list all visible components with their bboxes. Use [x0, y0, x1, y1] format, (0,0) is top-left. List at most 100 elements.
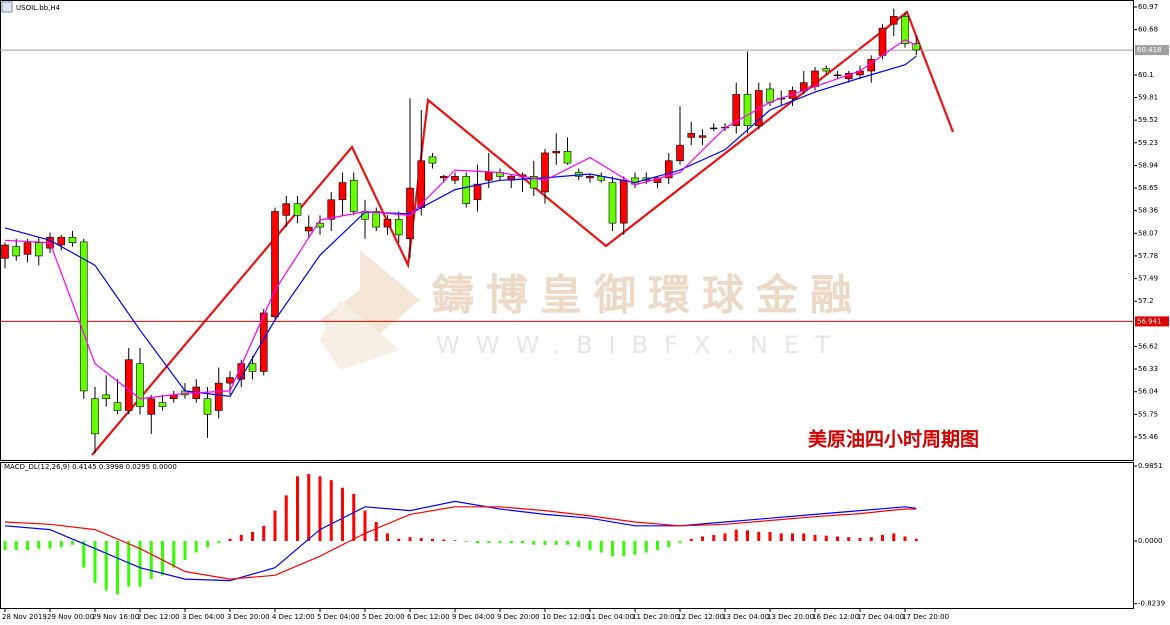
histogram-bar — [374, 521, 378, 542]
histogram-bar — [588, 541, 592, 551]
candle-body — [57, 236, 66, 246]
histogram-bar — [476, 541, 479, 544]
histogram-bar — [656, 541, 659, 551]
histogram-bar — [386, 533, 389, 542]
y-tick-label: 57.2 — [1138, 297, 1154, 305]
indicator-line — [4, 500, 917, 582]
x-tick-label: 11 Dec 20:00 — [632, 613, 679, 621]
histogram-bar — [127, 541, 131, 587]
histogram-bar — [419, 537, 423, 542]
histogram-bar — [206, 541, 209, 548]
histogram-bar — [26, 541, 29, 551]
y-tick-label: 60.68 — [1138, 26, 1158, 34]
x-tick-label: 9 Dec 20:00 — [497, 613, 540, 621]
candle-body — [462, 176, 471, 204]
chart-caption: 美原油四小时周期图 — [808, 428, 979, 451]
histogram-bar — [881, 534, 884, 542]
candle-body — [766, 88, 774, 103]
watermark-logo — [320, 300, 400, 370]
candle-body — [664, 160, 673, 179]
trend-annotation — [91, 10, 955, 456]
histogram-bar — [442, 539, 446, 542]
histogram-bar — [183, 541, 187, 561]
indicator-line — [4, 39, 917, 400]
watermark-name: 鑄博皇御環球金融 — [432, 271, 864, 320]
histogram-bar — [296, 476, 299, 542]
y-tick-label: 58.94 — [1138, 161, 1159, 169]
candle-body — [23, 242, 32, 255]
candle-body — [372, 211, 381, 228]
x-tick-label: 9 Dec 04:00 — [452, 613, 495, 621]
histogram-bar — [734, 529, 738, 542]
histogram-bar — [149, 541, 153, 580]
histogram-bar — [678, 541, 682, 544]
histogram-bar — [633, 541, 637, 555]
histogram-bar — [824, 535, 828, 542]
histogram-bar — [318, 476, 322, 542]
histogram-bar — [723, 533, 727, 542]
candle-body — [698, 135, 707, 138]
candle-body — [12, 246, 21, 257]
x-tick-label: 6 Dec 12:00 — [407, 613, 450, 621]
x-tick-label: 3 Dec 20:00 — [227, 613, 270, 621]
candle-body — [709, 127, 718, 130]
histogram-bar — [228, 538, 232, 542]
candle-body — [889, 16, 898, 25]
candle-body — [417, 160, 426, 208]
indicator-line — [4, 55, 917, 398]
histogram-bar — [172, 541, 176, 568]
histogram-bar — [273, 510, 277, 542]
x-tick-label: 16 Dec 12:00 — [812, 613, 859, 621]
x-tick-label: 5 Dec 20:00 — [362, 613, 405, 621]
candle-body — [1, 244, 9, 259]
histogram-bar — [914, 538, 918, 542]
y-tick-label: 0.9851 — [1138, 462, 1163, 470]
candle-body — [619, 179, 628, 224]
candle-body — [338, 182, 347, 201]
candle-body — [743, 94, 752, 126]
histogram-bar — [543, 541, 547, 545]
histogram-bar — [59, 541, 63, 548]
candle-body — [304, 226, 313, 232]
histogram-bar — [566, 541, 569, 545]
price-tag-label: 56.941 — [1137, 317, 1162, 325]
y-tick-label: 58.36 — [1138, 207, 1159, 215]
histogram-bar — [329, 480, 333, 542]
y-tick-label: 58.65 — [1138, 184, 1158, 192]
candle-body — [248, 363, 257, 372]
candle-body — [34, 242, 43, 257]
x-tick-label: 5 Dec 04:00 — [317, 613, 360, 621]
candle-body — [226, 377, 234, 384]
x-tick-label: 4 Dec 12:00 — [272, 613, 315, 621]
candle-body — [428, 156, 437, 164]
candle-body — [383, 218, 392, 228]
candle-body — [293, 203, 302, 216]
candle-body — [732, 94, 741, 126]
histogram-bar — [262, 525, 266, 542]
candle-body — [901, 16, 909, 44]
histogram-bar — [284, 495, 288, 542]
histogram-bar — [791, 533, 794, 542]
candle-body — [529, 176, 538, 189]
histogram-bar — [577, 541, 581, 548]
histogram-bar — [251, 531, 254, 542]
x-tick-label: 3 Dec 04:00 — [182, 613, 225, 621]
y-tick-label: 56.04 — [1138, 388, 1159, 396]
histogram-bar — [813, 534, 817, 542]
histogram-bar — [3, 541, 7, 551]
histogram-bar — [712, 534, 716, 542]
histogram-bar — [701, 536, 704, 542]
candle-body — [136, 363, 144, 407]
symbol-title: USOIL.bb,H4 — [16, 4, 61, 12]
main-frame — [0, 0, 1134, 461]
histogram-bar — [352, 493, 356, 542]
histogram-bar — [161, 541, 164, 576]
histogram-bar — [408, 537, 412, 542]
histogram-bar — [307, 474, 311, 542]
candle-body — [484, 172, 493, 181]
x-tick-label: 17 Dec 20:00 — [902, 613, 949, 621]
histogram-bar — [532, 541, 536, 545]
candle-body — [833, 74, 842, 77]
x-tick-label: 17 Dec 04:00 — [857, 613, 904, 621]
